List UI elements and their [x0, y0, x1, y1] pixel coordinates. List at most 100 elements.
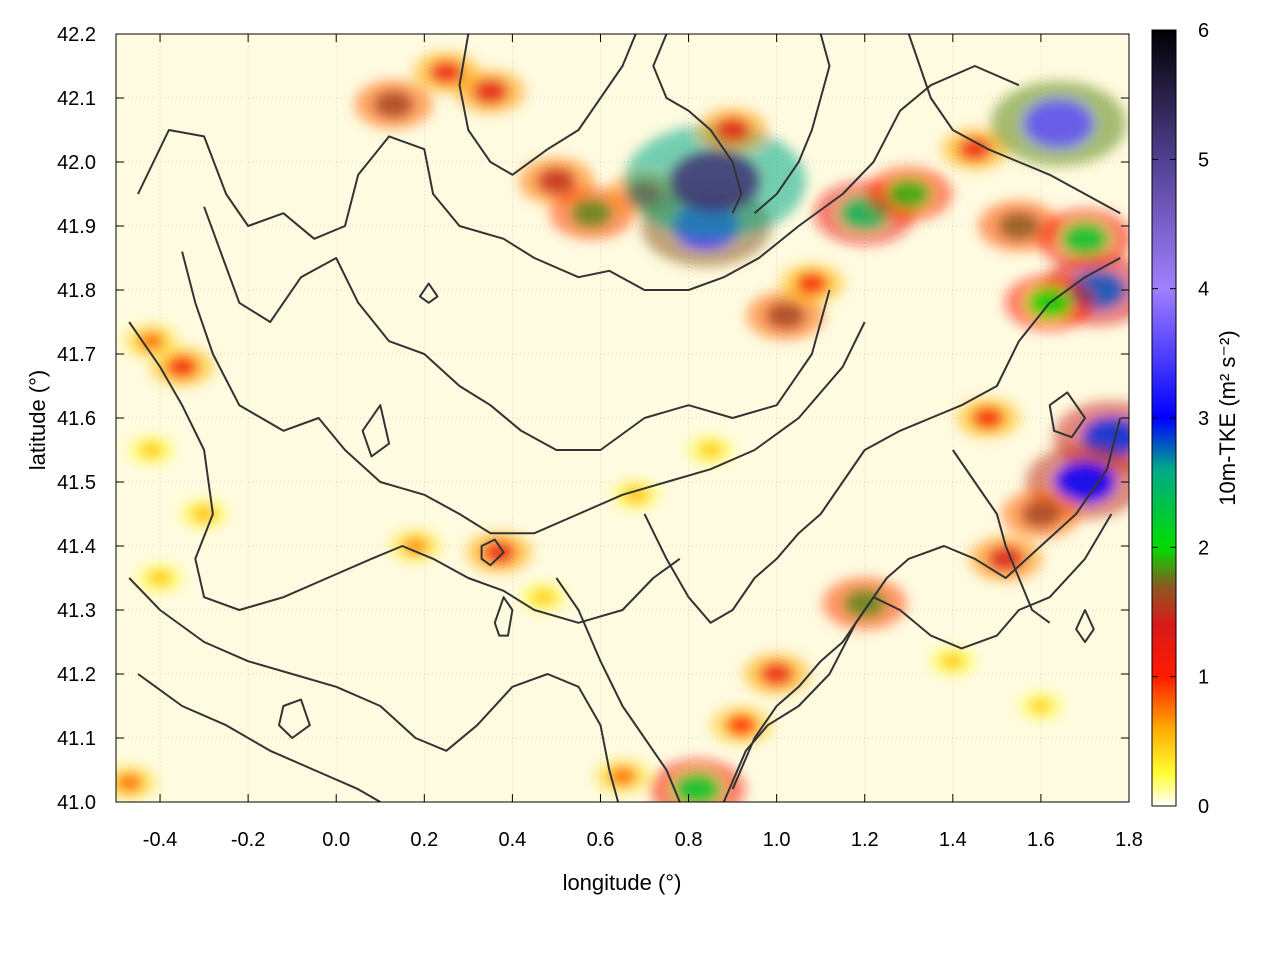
- x-tick-label: -0.4: [143, 829, 177, 851]
- colorbar-tick-label: 2: [1198, 537, 1209, 559]
- y-tick-label: 42.1: [57, 88, 96, 110]
- y-tick-label: 41.8: [57, 280, 96, 302]
- x-axis-ticks: -0.4 -0.2 0.0 0.2 0.4 0.6 0.8 1.0 1.2 1.4 1.6 1.8: [143, 34, 1143, 851]
- heat-core: [192, 505, 217, 523]
- heat-core: [726, 714, 757, 736]
- y-tick-label: 42.2: [57, 24, 96, 46]
- heat-core: [669, 149, 761, 213]
- y-axis-label: latitude (°): [25, 370, 50, 471]
- colorbar-ticks: 0 1 2 3 4 5 6: [1152, 20, 1209, 818]
- heat-core: [715, 118, 750, 142]
- x-tick-label: 1.0: [763, 829, 791, 851]
- heat-core: [958, 137, 992, 161]
- colorbar-tick-label: 1: [1198, 667, 1209, 689]
- y-tick-label: 41.9: [57, 216, 96, 238]
- contour-ring: [361, 404, 391, 458]
- contour-ring: [480, 538, 505, 567]
- heat-core: [139, 442, 163, 458]
- contour-ring: [1075, 609, 1095, 643]
- colorbar-tick-label: 0: [1198, 796, 1209, 818]
- x-tick-label: 1.8: [1115, 829, 1143, 851]
- heat-core: [1055, 461, 1115, 503]
- heat-core: [166, 355, 198, 378]
- heat-core: [570, 198, 613, 228]
- heat-core: [531, 589, 555, 606]
- contour-line: [731, 417, 1122, 790]
- heat-core: [887, 179, 931, 209]
- contour-line: [555, 577, 681, 802]
- heat-core: [1021, 500, 1061, 528]
- y-tick-label: 41.2: [57, 664, 96, 686]
- heat-core: [673, 772, 722, 802]
- contour-ring: [493, 596, 514, 637]
- contour-line: [128, 321, 681, 624]
- contour-line: [652, 34, 743, 214]
- colorbar-label: 10m-TKE (m² s⁻²): [1215, 330, 1240, 505]
- x-tick-label: 1.4: [939, 829, 967, 851]
- heat-core: [116, 773, 143, 793]
- x-tick-label: 1.2: [851, 829, 879, 851]
- contour-line: [907, 34, 1121, 215]
- heat-core: [623, 486, 648, 504]
- x-tick-label: 1.6: [1027, 829, 1055, 851]
- colorbar-tick-label: 3: [1198, 408, 1209, 430]
- x-tick-label: 0.6: [587, 829, 615, 851]
- x-tick-label: 0.0: [322, 829, 350, 851]
- y-tick-label: 41.4: [57, 536, 96, 558]
- heat-core: [137, 331, 165, 351]
- colorbar-tick-label: 5: [1198, 149, 1209, 171]
- contour-line: [458, 34, 637, 176]
- x-tick-label: 0.4: [498, 829, 526, 851]
- heat-core: [987, 546, 1024, 572]
- y-axis-ticks: 41.0 41.1 41.2 41.3 41.4 41.5 41.6 41.7 41.8 41.9…: [57, 24, 1129, 814]
- heat-core: [608, 766, 637, 786]
- y-tick-label: 41.1: [57, 728, 96, 750]
- contour-line: [137, 673, 381, 802]
- colorbar-tick-label: 4: [1198, 279, 1209, 301]
- heat-core: [760, 662, 794, 686]
- heat-core: [843, 589, 886, 619]
- contour-ring: [1048, 391, 1086, 439]
- terrain-contours: [128, 34, 1122, 802]
- heat-core: [402, 537, 429, 555]
- heat-core: [482, 540, 516, 564]
- heat-core: [537, 168, 576, 195]
- heat-core: [765, 302, 805, 330]
- heat-core: [429, 60, 463, 84]
- contour-line: [128, 577, 620, 802]
- x-axis-label: longitude (°): [563, 870, 682, 895]
- heat-core: [1029, 698, 1053, 714]
- heat-core: [373, 90, 413, 118]
- y-tick-label: 41.5: [57, 472, 96, 494]
- heat-core: [1061, 222, 1109, 256]
- x-tick-label: 0.8: [675, 829, 703, 851]
- heat-core: [1024, 100, 1093, 147]
- y-tick-label: 42.0: [57, 152, 96, 174]
- y-tick-label: 41.0: [57, 792, 96, 814]
- heat-core: [473, 79, 508, 104]
- x-tick-label: 0.2: [410, 829, 438, 851]
- colorbar-tick-label: 6: [1198, 20, 1209, 42]
- contour-line: [951, 449, 1051, 624]
- contour-line: [722, 513, 1113, 802]
- colorbar: 0 1 2 3 4 5 6 10m-TKE (m² s⁻²): [1151, 20, 1240, 818]
- y-tick-label: 41.3: [57, 600, 96, 622]
- heat-core: [998, 212, 1040, 240]
- heat-core: [148, 570, 172, 586]
- contour-line: [137, 65, 1020, 291]
- contour-line: [181, 251, 866, 535]
- y-tick-label: 41.7: [57, 344, 96, 366]
- heat-core: [941, 653, 965, 670]
- y-tick-label: 41.6: [57, 408, 96, 430]
- heat-core: [698, 442, 723, 458]
- contour-ring: [278, 698, 311, 739]
- contour-line: [753, 34, 831, 214]
- contour-ring: [418, 282, 439, 304]
- contour-line: [203, 206, 831, 451]
- contour-line: [643, 257, 1121, 624]
- plot-area: [116, 34, 1129, 802]
- x-tick-label: -0.2: [231, 829, 265, 851]
- heat-core: [795, 272, 828, 295]
- heat-core: [972, 407, 1004, 429]
